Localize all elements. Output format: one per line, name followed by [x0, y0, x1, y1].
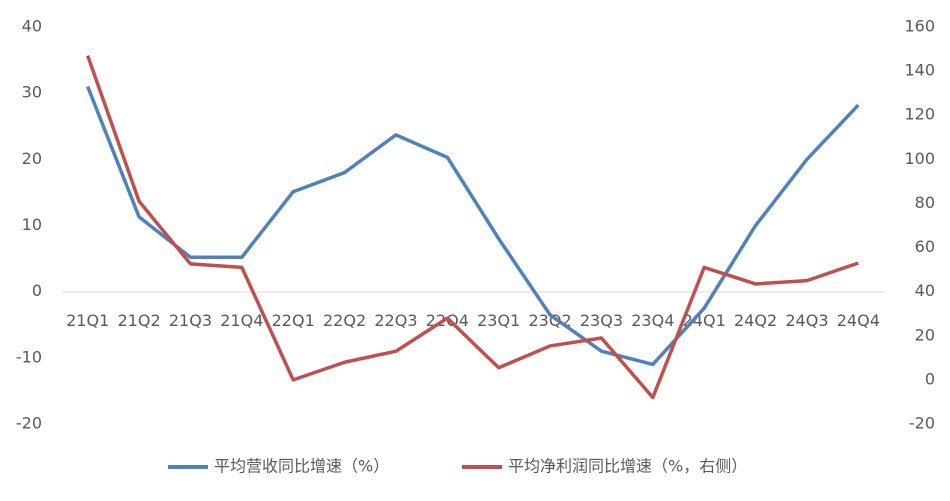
y-tick-label: 0	[32, 281, 42, 300]
y2-tick-label: 160	[904, 17, 935, 36]
y2-tick-label: -20	[909, 414, 935, 433]
x-tick-label: 24Q2	[734, 311, 777, 330]
y-tick-label: -20	[16, 414, 42, 433]
x-tick-label: 24Q4	[837, 311, 880, 330]
y2-tick-label: 60	[915, 237, 935, 256]
y2-tick-label: 100	[904, 149, 935, 168]
y-tick-label: 30	[22, 83, 42, 102]
y2-tick-label: 20	[915, 325, 935, 344]
x-tick-label: 21Q4	[220, 311, 263, 330]
x-tick-label: 21Q3	[169, 311, 212, 330]
x-tick-label: 21Q2	[117, 311, 160, 330]
y-tick-label: 20	[22, 149, 42, 168]
y-tick-label: 40	[22, 17, 42, 36]
x-tick-label: 24Q3	[785, 311, 828, 330]
x-tick-label: 21Q1	[66, 311, 109, 330]
legend-label: 平均营收同比增速（%）	[214, 457, 389, 476]
y2-tick-label: 0	[925, 369, 935, 388]
legend-label: 平均净利润同比增速（%，右侧）	[508, 457, 747, 476]
y-tick-label: 10	[22, 215, 42, 234]
y2-tick-label: 140	[904, 61, 935, 80]
x-tick-label: 23Q3	[580, 311, 623, 330]
y2-tick-label: 40	[915, 281, 935, 300]
x-tick-label: 22Q1	[272, 311, 315, 330]
y2-tick-label: 80	[915, 193, 935, 212]
series-line	[86, 55, 859, 400]
x-tick-label: 24Q1	[683, 311, 726, 330]
x-tick-label: 23Q1	[477, 311, 520, 330]
x-tick-label: 22Q3	[374, 311, 417, 330]
x-tick-label: 23Q2	[528, 311, 571, 330]
x-tick-label: 22Q2	[323, 311, 366, 330]
y2-tick-label: 120	[904, 105, 935, 124]
y-tick-label: -10	[16, 347, 42, 366]
series-line	[86, 85, 860, 367]
x-tick-label: 23Q4	[631, 311, 674, 330]
